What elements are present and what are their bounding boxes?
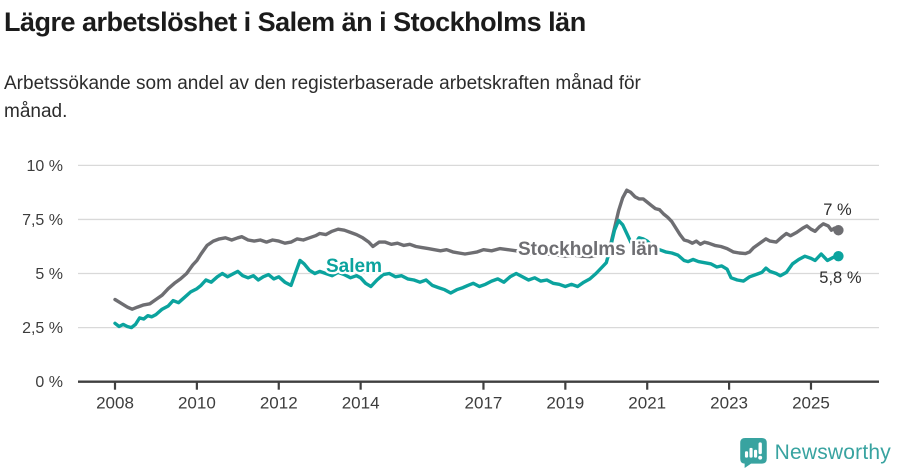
y-tick-label: 7,5 % xyxy=(22,212,63,229)
stockholm-end-dot xyxy=(833,225,844,236)
salem-end-dot xyxy=(833,251,844,262)
x-tick-label: 2008 xyxy=(96,394,134,413)
x-tick-label: 2021 xyxy=(628,394,666,413)
y-tick-label: 5 % xyxy=(35,266,63,283)
line-chart-svg: 0 % 2,5 % 5 % 7,5 % 10 % 7 % 5,8 % Stockholms l… xyxy=(22,158,879,413)
x-tick-label: 2012 xyxy=(260,394,298,413)
salem-line xyxy=(113,218,841,330)
y-tick-label: 0 % xyxy=(35,374,63,391)
newsworthy-wordmark: Newsworthy xyxy=(774,441,891,464)
page-title: Lägre arbetslöshet i Salem än i Stockhol… xyxy=(4,7,586,37)
stockholm-series-label: Stockholms län xyxy=(518,239,658,260)
stockholm-end-value-label: 7 % xyxy=(823,201,852,219)
line-chart: 0 % 2,5 % 5 % 7,5 % 10 % 7 % 5,8 % Stockholms l… xyxy=(0,144,900,434)
y-tick-label: 2,5 % xyxy=(22,320,63,337)
x-tick-label: 2014 xyxy=(342,394,380,413)
x-tick-label: 2010 xyxy=(178,394,216,413)
stockholm-line xyxy=(113,188,841,311)
salem-series-label: Salem xyxy=(326,256,382,277)
salem-end-value-label: 5,8 % xyxy=(819,269,862,287)
newsworthy-logo: Newsworthy xyxy=(739,438,891,468)
x-tick-label: 2025 xyxy=(792,394,830,413)
x-tick-label: 2019 xyxy=(546,394,584,413)
bar-chart-speech-bubble-icon xyxy=(739,438,767,468)
y-tick-label: 10 % xyxy=(27,158,63,175)
chart-subtitle: Arbetssökande som andel av den registerb… xyxy=(4,73,641,122)
x-tick-label: 2023 xyxy=(710,394,748,413)
x-tick-label: 2017 xyxy=(465,394,503,413)
